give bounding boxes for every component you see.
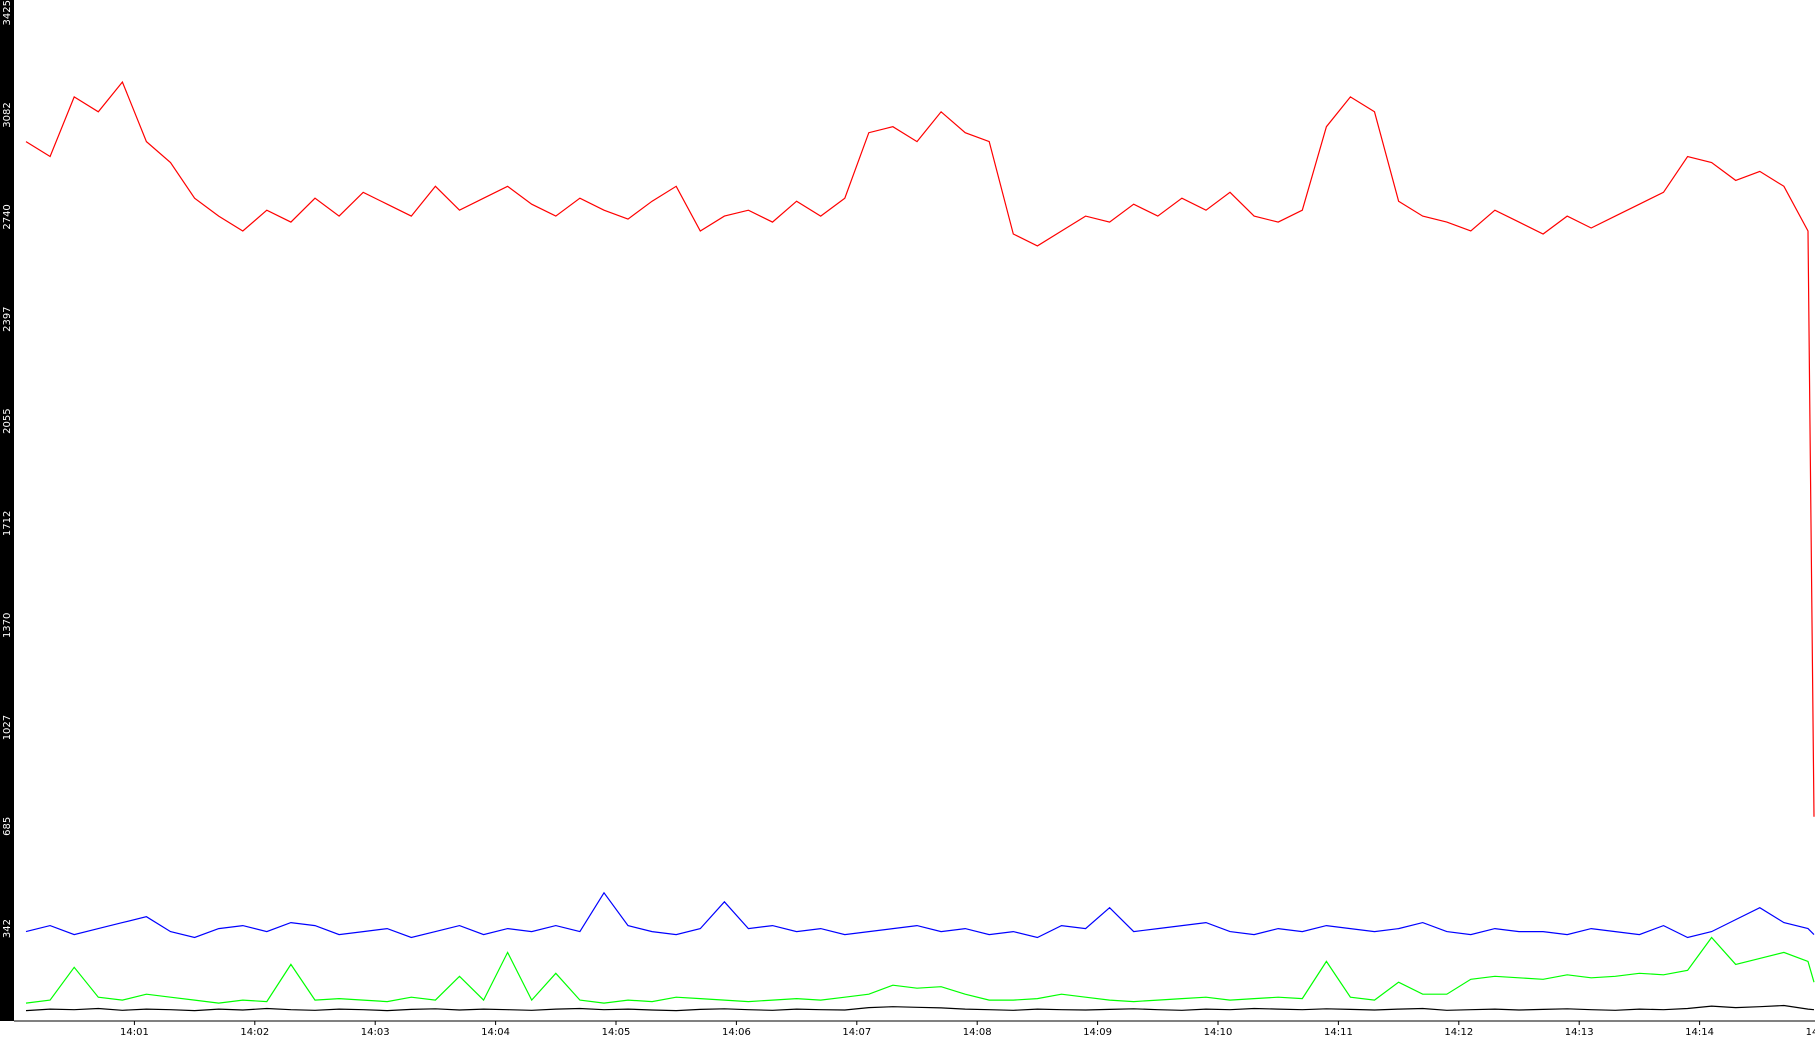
series-line: [25, 80, 1815, 817]
series-line: [25, 936, 1815, 1004]
y-axis-strip: [0, 0, 14, 1021]
y-tick-label: 3082: [2, 102, 13, 127]
x-tick-label: 14:08: [963, 1027, 992, 1038]
x-tick-label: 14:03: [361, 1027, 390, 1038]
y-tick-label: 2055: [2, 408, 13, 433]
y-tick-label: 1027: [2, 715, 13, 740]
y-tick-label: 1370: [2, 613, 13, 638]
x-tick-label: 14:01: [120, 1027, 149, 1038]
x-tick-label: 14:09: [1083, 1027, 1112, 1038]
x-tick-label: 14:14: [1685, 1027, 1714, 1038]
x-tick-label: 14:02: [240, 1027, 269, 1038]
y-tick-label: 1712: [2, 511, 13, 536]
y-tick-label: 3425: [2, 0, 13, 25]
y-tick-label: 2740: [2, 204, 13, 229]
series-line: [25, 891, 1815, 939]
y-tick-label: 685: [2, 817, 13, 836]
x-tick-label: 14:15: [1806, 1027, 1815, 1038]
series-line: [25, 1004, 1815, 1012]
y-tick-label: 342: [2, 919, 13, 938]
x-tick-label: 14:06: [722, 1027, 751, 1038]
x-tick-label: 14:05: [602, 1027, 631, 1038]
y-tick-label: 0: [2, 1021, 13, 1027]
x-tick-label: 14:04: [481, 1027, 510, 1038]
y-tick-label: 2397: [2, 306, 13, 331]
x-tick-label: 14:12: [1444, 1027, 1473, 1038]
x-tick-label: 14:10: [1204, 1027, 1233, 1038]
x-tick-label: 14:11: [1324, 1027, 1353, 1038]
x-tick-label: 14:13: [1565, 1027, 1594, 1038]
x-tick-label: 14:07: [842, 1027, 871, 1038]
